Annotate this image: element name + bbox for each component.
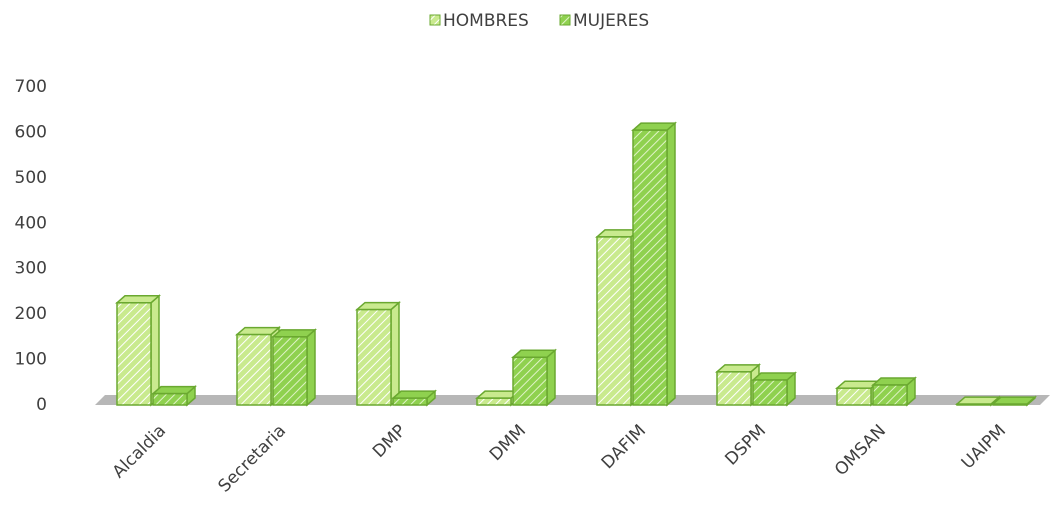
bar [392, 397, 428, 406]
y-tick-label: 500 [15, 168, 47, 188]
bar [632, 129, 668, 406]
bar [236, 333, 272, 406]
x-tick-label: Alcaldia [109, 421, 170, 482]
legend-swatch [559, 14, 571, 26]
bar-top [955, 396, 1001, 405]
y-tick-label: 0 [36, 395, 47, 415]
y-tick-label: 300 [15, 259, 47, 279]
bar-top [271, 329, 317, 338]
y-tick-label: 200 [15, 304, 47, 324]
bar [356, 308, 392, 406]
y-tick-label: 700 [15, 77, 47, 97]
bar-side [390, 300, 400, 407]
x-tick-label: DMM [486, 421, 530, 465]
bar-top [235, 326, 281, 336]
bar-top [631, 122, 677, 131]
bar-side [546, 348, 556, 407]
bar [872, 384, 908, 406]
y-tick-label: 600 [15, 122, 47, 142]
x-tick-label: Secretaria [214, 421, 290, 497]
y-tick-label: 100 [15, 350, 47, 370]
bar-top [715, 364, 761, 373]
floor [95, 395, 1050, 405]
x-tick-label: DMP [369, 421, 410, 462]
y-tick-label: 400 [15, 213, 47, 233]
x-tick-label: OMSAN [831, 421, 890, 480]
bar-top [355, 301, 401, 311]
legend-swatch [429, 14, 441, 26]
bar-top [751, 372, 797, 381]
bar-top [991, 396, 1037, 405]
bar [992, 403, 1028, 406]
bar-top [391, 390, 437, 399]
bar [752, 379, 788, 406]
bar [596, 236, 632, 406]
bar [956, 403, 992, 406]
bar-side [306, 328, 316, 407]
bar [836, 387, 872, 406]
bar-top [511, 349, 557, 359]
bar [152, 392, 188, 406]
bar-side [666, 121, 676, 407]
bar [116, 302, 152, 406]
bar-top [151, 385, 197, 395]
x-tick-label: UAIPM [958, 421, 1010, 473]
x-tick-label: DAFIM [598, 421, 650, 473]
bar [716, 371, 752, 406]
bar [476, 397, 512, 406]
x-tick-label: DSPM [721, 421, 770, 470]
legend-label: MUJERES [573, 11, 649, 31]
bar [512, 356, 548, 406]
bar [272, 336, 308, 406]
legend-label: HOMBRES [443, 11, 529, 31]
bar-top [115, 295, 161, 304]
bar-top [871, 377, 917, 386]
